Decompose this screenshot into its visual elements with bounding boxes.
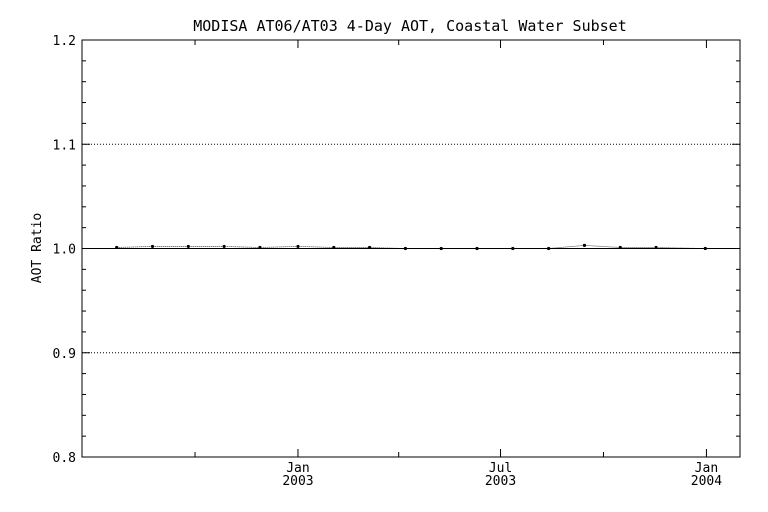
- data-point: [475, 246, 479, 251]
- x-tick-year-label: 2004: [691, 474, 722, 489]
- chart-title: MODISA AT06/AT03 4-Day AOT, Coastal Wate…: [193, 17, 626, 35]
- data-point: [367, 245, 372, 250]
- data-point: [582, 243, 587, 247]
- x-tick-month-label: Jul: [489, 461, 512, 476]
- y-tick-label: 1.2: [53, 34, 76, 49]
- data-point: [332, 245, 336, 250]
- data-point: [654, 245, 658, 250]
- data-point: [186, 244, 190, 249]
- y-tick-label: 0.9: [53, 347, 76, 362]
- data-point: [703, 246, 707, 251]
- y-tick-label: 1.1: [53, 138, 76, 153]
- x-tick-year-label: 2003: [282, 474, 313, 489]
- x-tick-month-label: Jan: [695, 461, 718, 476]
- x-tick-month-label: Jan: [286, 461, 309, 476]
- series-layer: [115, 243, 707, 251]
- y-tick-label: 1.0: [53, 243, 76, 258]
- data-point: [439, 246, 443, 251]
- y-tick-label: 0.8: [53, 451, 76, 466]
- data-point: [115, 245, 119, 250]
- data-point: [296, 244, 300, 249]
- data-point: [618, 245, 622, 250]
- data-point: [150, 244, 155, 249]
- data-point: [258, 245, 262, 250]
- data-point: [403, 246, 408, 251]
- y-axis-label: AOT Ratio: [30, 213, 45, 283]
- data-point: [511, 246, 515, 251]
- data-point: [222, 244, 226, 249]
- data-point: [547, 246, 551, 251]
- x-tick-year-label: 2003: [485, 474, 516, 489]
